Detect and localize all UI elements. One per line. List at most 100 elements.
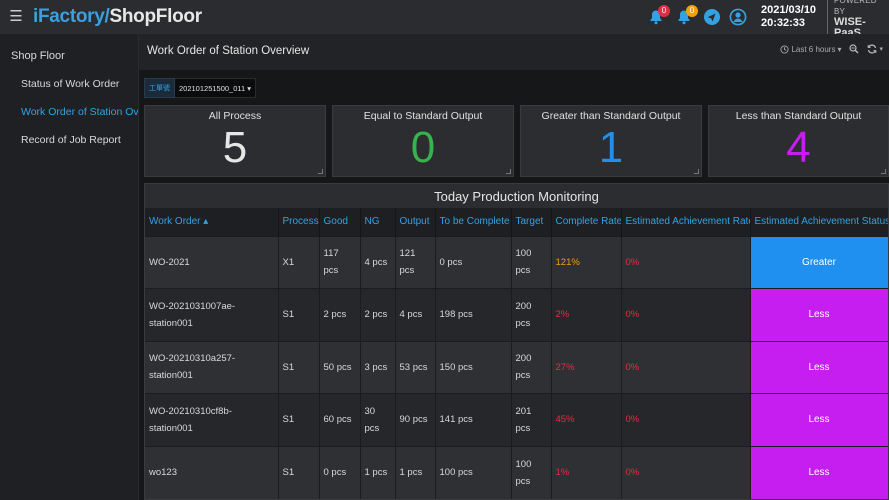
page-title: Work Order of Station Overview: [147, 45, 310, 57]
cell-work-order: WO-20210310a257-station001: [145, 340, 279, 394]
work-order-select[interactable]: 20210125150​0_011 ▾: [175, 78, 257, 98]
cell-to-be-complete: 198 pcs: [435, 288, 512, 341]
table-row: WO-20210310cf8b-station001 S1 60 pcs 30 pcs…: [145, 393, 888, 446]
cell-to-be-complete: 141 pcs: [435, 393, 512, 446]
cell-est-rate: 0%: [621, 288, 751, 341]
stat-label: Less than Standard Output: [735, 110, 862, 122]
sort-ascending-icon: ▴: [203, 216, 209, 228]
cell-process: S1: [278, 340, 320, 394]
zoom-out-icon: [849, 44, 859, 54]
logo-part1: iFactory/: [33, 6, 110, 27]
cell-status: Greater: [750, 235, 888, 289]
cell-output: 53 pcs: [395, 340, 436, 394]
column-header-output[interactable]: Output: [395, 208, 436, 236]
stat-value: 0: [410, 123, 436, 172]
cell-output: 121 pcs: [395, 235, 436, 289]
refresh-chevron-icon: ▾: [879, 46, 883, 53]
resize-handle-icon[interactable]: [318, 169, 323, 174]
resize-handle-icon[interactable]: [506, 169, 511, 174]
top-bar: ☰ iFactory/ShopFloor 0 0 2021/03/10 20:3…: [0, 0, 889, 39]
time-range-picker[interactable]: Last 6 hours ▾: [780, 45, 841, 54]
cell-est-rate: 0%: [621, 235, 751, 289]
stat-less-than-standard: Less than Standard Output 4: [708, 105, 889, 177]
table-row: WO-20210310a257-station001 S1 50 pcs 3 pcs 5…: [145, 340, 888, 394]
column-header-work-order[interactable]: Work Order ▴: [145, 208, 279, 236]
cell-complete-rate: 2%: [551, 288, 622, 341]
filter-label: 工單號: [144, 78, 175, 98]
cell-status: Less: [750, 393, 888, 446]
cell-process: S1: [278, 393, 320, 446]
stat-value: 5: [222, 123, 248, 172]
cell-work-order: WO-2021: [145, 235, 279, 289]
cell-output: 90 pcs: [395, 393, 436, 446]
column-header-good[interactable]: Good: [319, 208, 361, 236]
cell-status: Less: [750, 340, 888, 394]
dashboard-header: Work Order of Station Overview Last 6 ho…: [139, 34, 889, 70]
cell-ng: 30 pcs: [360, 393, 396, 446]
column-header-estimated-achievement-status[interactable]: Estimated Achievement Status: [750, 208, 888, 236]
cell-target: 200 pcs: [511, 288, 552, 341]
sidebar: Shop Floor Status of Work Order Work Ord…: [0, 34, 139, 500]
send-icon[interactable]: [701, 6, 723, 28]
cell-to-be-complete: 150 pcs: [435, 340, 512, 394]
work-order-select-value: 20210125150​0_011: [179, 84, 246, 93]
cell-work-order: WO-2021031007ae-station001: [145, 288, 279, 341]
cell-ng: 2 pcs: [360, 288, 396, 341]
column-header-ng[interactable]: NG: [360, 208, 396, 236]
cell-good: 50 pcs: [319, 340, 361, 394]
powered-by-logo: POWERED BY WISE-PaaS: [827, 0, 889, 39]
zoom-out-button[interactable]: [849, 44, 859, 54]
clock: 2021/03/10 20:32:33: [761, 4, 819, 30]
cell-to-be-complete: 0 pcs: [435, 235, 512, 289]
cell-process: X1: [278, 235, 320, 289]
stat-value: 4: [786, 123, 811, 172]
table-row: WO-2021 X1 117 pcs 4 pcs 121 pcs 0 pcs 100 pcs…: [145, 235, 888, 289]
cell-target: 100 pcs: [511, 235, 552, 289]
column-header-to-be-complete[interactable]: To be Complete: [435, 208, 512, 236]
column-header-complete-rate[interactable]: Complete Rate: [551, 208, 622, 236]
cell-process: S1: [278, 288, 320, 341]
cell-work-order: wo123: [145, 445, 279, 499]
cell-est-rate: 0%: [621, 393, 751, 446]
cell-target: 200 pcs: [511, 340, 552, 394]
select-chevron-icon: ▾: [247, 84, 252, 93]
bell-icon[interactable]: 0: [645, 5, 670, 28]
alert-bell-icon[interactable]: 0: [673, 5, 698, 28]
user-avatar-icon[interactable]: [727, 6, 749, 28]
cell-good: 60 pcs: [319, 393, 361, 446]
column-header-process[interactable]: Process: [278, 208, 320, 236]
cell-work-order: WO-20210310cf8b-station001: [145, 393, 279, 446]
sidebar-item-work-order-of-station-overview[interactable]: Work Order of Station Overview: [21, 106, 138, 118]
table-row: wo123 S1 0 pcs 1 pcs 1 pcs 100 pcs 100 pcs 1% 0%…: [145, 445, 888, 499]
time-range-label: Last 6 hours: [791, 44, 836, 54]
chevron-down-icon: ▾: [837, 44, 842, 54]
sidebar-title[interactable]: Shop Floor: [11, 50, 65, 62]
cell-complete-rate: 1%: [551, 445, 622, 499]
resize-handle-icon[interactable]: [694, 169, 699, 174]
current-date: 2021/03/10: [761, 4, 817, 16]
cell-good: 0 pcs: [319, 445, 361, 499]
column-header-estimated-achievement-rate[interactable]: Estimated Achievement Rate: [621, 208, 751, 236]
cell-complete-rate: 27%: [551, 340, 622, 394]
stat-label: All Process: [208, 110, 262, 122]
cell-ng: 3 pcs: [360, 340, 396, 394]
current-time: 20:32:33: [761, 17, 806, 29]
column-header-target[interactable]: Target: [511, 208, 552, 236]
cell-complete-rate: 45%: [551, 393, 622, 446]
refresh-button[interactable]: ▾: [867, 44, 883, 54]
resize-handle-icon[interactable]: [881, 169, 886, 174]
cell-output: 4 pcs: [395, 288, 436, 341]
cell-est-rate: 0%: [621, 445, 751, 499]
hamburger-menu-icon[interactable]: ☰: [9, 8, 23, 25]
cell-target: 100 pcs: [511, 445, 552, 499]
sidebar-item-record-of-job-report[interactable]: Record of Job Report: [21, 134, 121, 146]
stat-value: 1: [598, 123, 624, 172]
sidebar-item-status-of-work-order[interactable]: Status of Work Order: [21, 78, 120, 90]
stat-label: Greater than Standard Output: [541, 110, 681, 122]
powered-by-brand: WISE-PaaS: [834, 16, 866, 39]
powered-by-text: POWERED BY: [834, 0, 877, 16]
app-logo[interactable]: iFactory/ShopFloor: [33, 6, 202, 28]
stat-label: Equal to Standard Output: [363, 110, 483, 122]
production-table: Work Order ▴ Process Good NG Output To b…: [145, 208, 888, 499]
work-order-filter: 工單號 20210125150​0_011 ▾: [144, 78, 257, 98]
